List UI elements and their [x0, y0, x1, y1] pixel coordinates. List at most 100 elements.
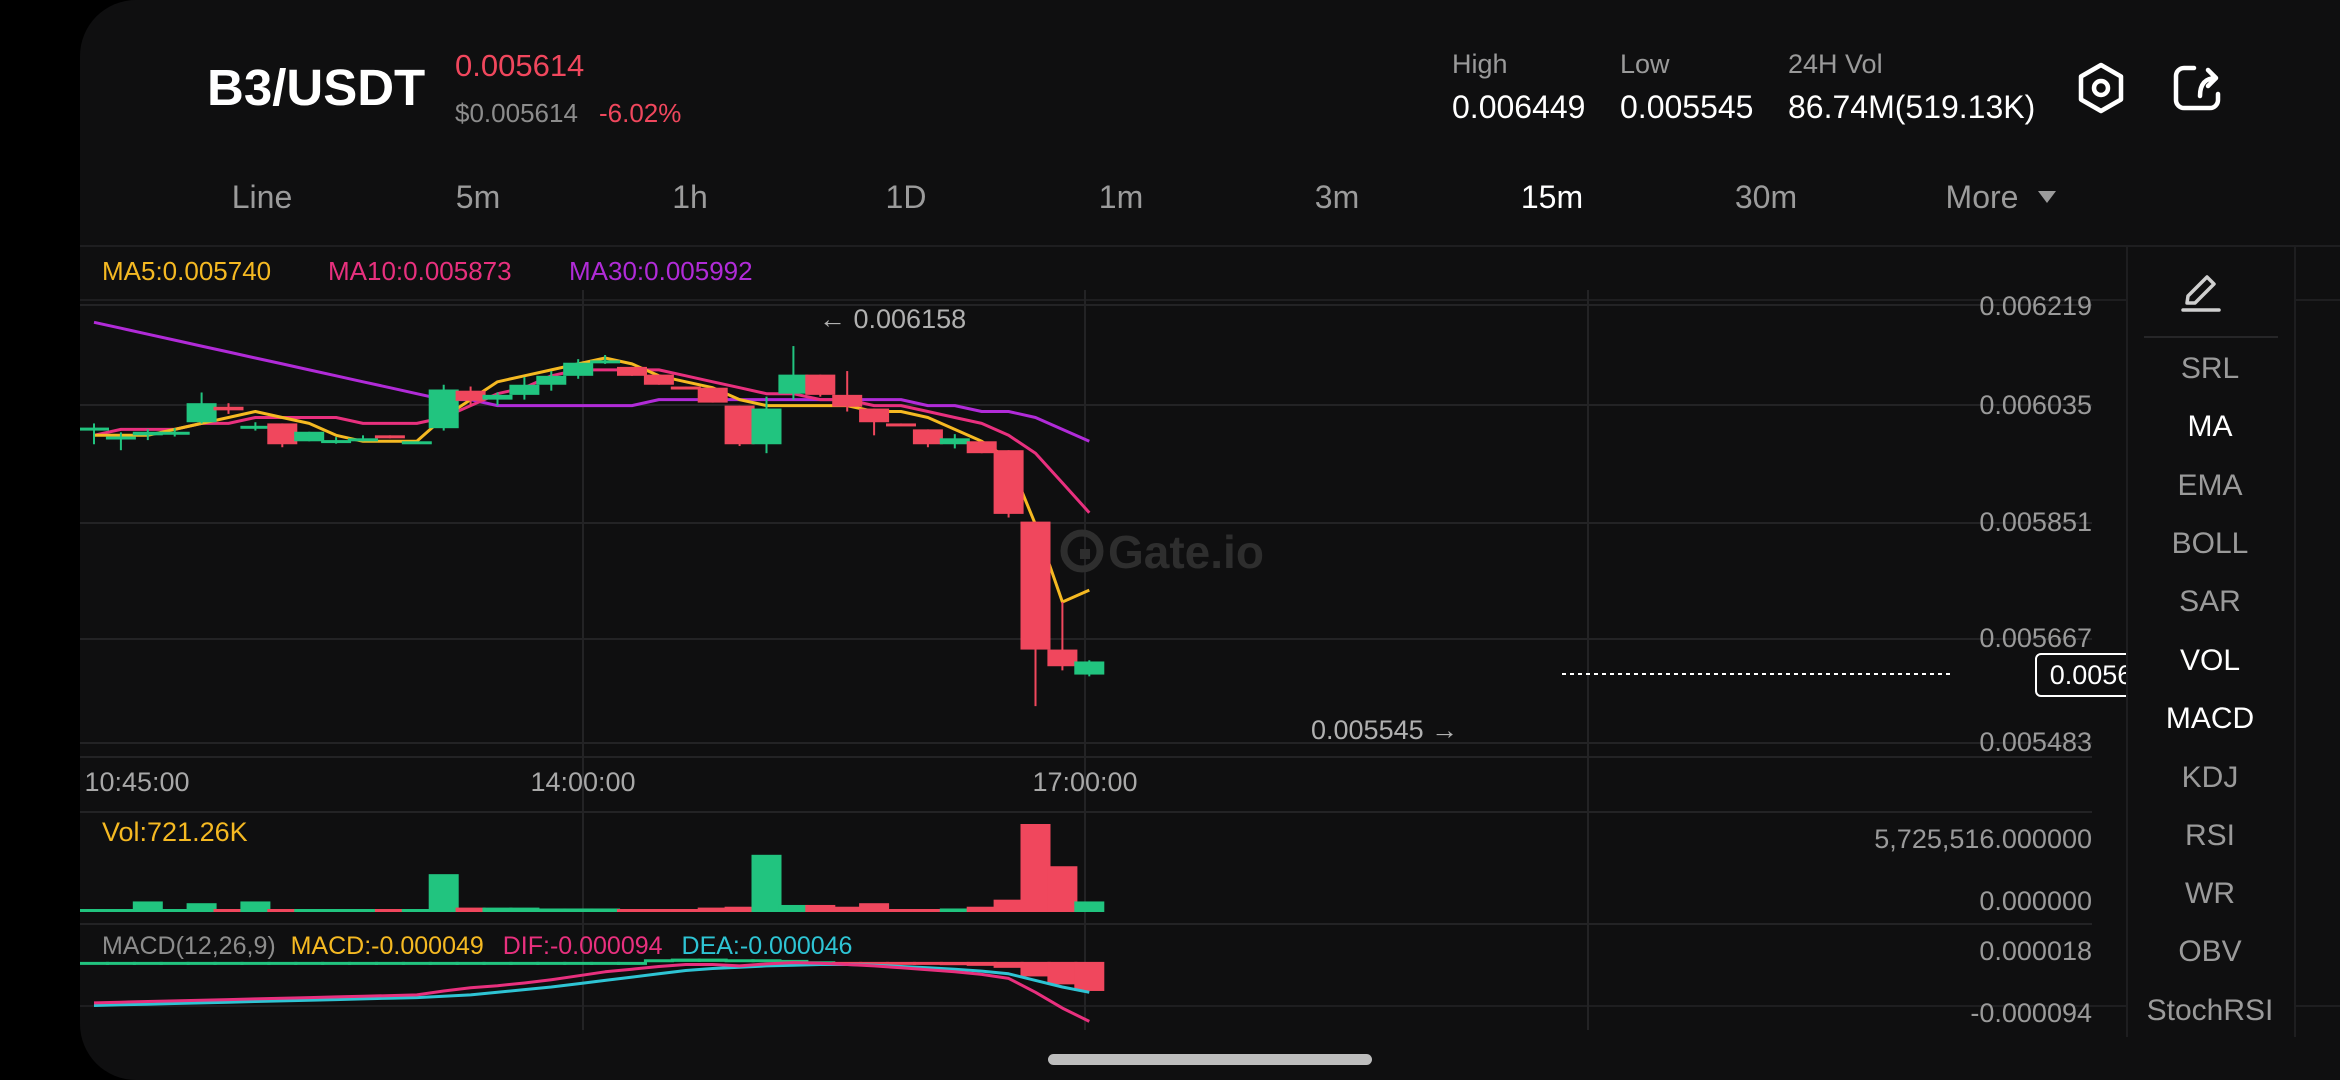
macd-bar — [670, 958, 701, 962]
y-label: 0.006219 — [1979, 291, 2092, 321]
share-icon[interactable] — [2170, 60, 2226, 116]
macd-bar — [509, 961, 540, 965]
volume-bar — [966, 906, 997, 912]
indicator-srl[interactable]: SRL — [2180, 352, 2240, 385]
tab-15m[interactable]: 15m — [1520, 179, 1584, 215]
indicator-stochrsi[interactable]: StochRSI — [2146, 994, 2274, 1027]
ma5-legend: MA5:0.005740 — [102, 256, 272, 286]
tab-1m[interactable]: 1m — [1098, 179, 1144, 215]
tab-3m[interactable]: 3m — [1314, 179, 1360, 215]
macd-bar — [294, 961, 325, 965]
pair-title[interactable]: B3/USDT — [207, 59, 426, 116]
volume-bar — [670, 909, 701, 912]
indicator-wr[interactable]: WR — [2185, 877, 2235, 910]
candle-body — [267, 423, 298, 445]
candle-body — [617, 366, 647, 376]
volume-bar — [912, 909, 943, 912]
macd-y-max: 0.000018 — [1979, 936, 2092, 966]
macd-histogram — [80, 958, 1105, 991]
volume-bar — [724, 906, 755, 912]
macd-bar — [482, 961, 513, 965]
vol-value: 86.74M(519.13K) — [1788, 89, 2036, 125]
candle-body — [939, 438, 970, 445]
tab-1h[interactable]: 1h — [672, 179, 708, 215]
macd-bar — [213, 961, 244, 965]
volume-bar — [509, 907, 540, 912]
candle-body — [401, 441, 432, 445]
candle-body — [590, 360, 621, 364]
volume-bar — [886, 909, 916, 912]
y-label: 0.005483 — [1979, 727, 2092, 757]
macd-bar — [105, 961, 136, 965]
macd-bar — [697, 958, 728, 962]
tab-30m[interactable]: 30m — [1734, 179, 1798, 215]
tab-5m[interactable]: 5m — [455, 179, 501, 215]
macd-value: MACD:-0.000049 — [290, 932, 484, 960]
high-value: 0.006449 — [1452, 89, 1586, 125]
volume-bar — [374, 909, 405, 912]
ma30-line — [93, 320, 1090, 443]
watermark-text: Gate.io — [1108, 526, 1264, 578]
candle-body — [132, 431, 163, 436]
volume-bar — [159, 909, 190, 912]
price-chart[interactable]: Gate.io — [80, 0, 2340, 1080]
candle-body — [751, 408, 782, 445]
macd-bar — [80, 961, 109, 965]
low-marker: 0.005545 → — [1311, 715, 1459, 745]
volume-bar — [294, 909, 325, 912]
indicator-obv[interactable]: OBV — [2178, 935, 2242, 968]
candle-body — [805, 374, 836, 395]
indicator-vol[interactable]: VOL — [2179, 644, 2241, 677]
tab-line[interactable]: Line — [231, 179, 293, 215]
macd-bar — [240, 961, 271, 965]
candle-body — [1020, 521, 1051, 650]
volume-bar — [213, 909, 244, 912]
indicator-sar[interactable]: SAR — [2179, 585, 2241, 618]
indicator-kdj[interactable]: KDJ — [2181, 761, 2239, 794]
chevron-down-icon[interactable] — [2037, 190, 2057, 209]
macd-bar — [912, 961, 943, 965]
indicator-ema[interactable]: EMA — [2177, 469, 2243, 502]
volume-bar — [105, 909, 136, 912]
macd-bar — [536, 961, 567, 965]
volume-bar — [482, 907, 513, 912]
indicator-boll[interactable]: BOLL — [2171, 527, 2249, 560]
ma10-legend: MA10:0.005873 — [328, 256, 512, 286]
trading-screen: B3/USDT 0.005614 $0.005614 -6.02% High 0… — [80, 0, 2340, 1080]
hexagon-settings-icon[interactable] — [2073, 60, 2129, 116]
tab-more[interactable]: More — [1945, 179, 2019, 215]
candles — [80, 346, 1105, 707]
candle-body — [832, 394, 863, 407]
volume-bar — [939, 908, 970, 912]
volume-bar — [321, 909, 352, 912]
candle-body — [240, 425, 271, 429]
indicator-rsi[interactable]: RSI — [2184, 819, 2235, 852]
macd-bar — [1020, 961, 1051, 977]
candle-body — [374, 435, 405, 439]
macd-bar — [401, 961, 432, 965]
home-indicator[interactable] — [1048, 1054, 1372, 1065]
candle-body — [294, 431, 325, 442]
candle-body — [536, 375, 567, 385]
volume-bar — [348, 909, 378, 912]
volume-bar — [805, 904, 836, 912]
macd-params: MACD(12,26,9) — [102, 932, 276, 960]
volume-bar — [401, 909, 432, 912]
volume-bar — [617, 909, 647, 912]
candle-body — [213, 406, 244, 411]
volume-bar — [80, 909, 109, 912]
candle-body — [697, 387, 728, 403]
pencil-icon[interactable] — [2179, 269, 2223, 318]
volume-bar — [267, 909, 298, 912]
indicator-ma[interactable]: MA — [2187, 410, 2233, 443]
dif-value: DIF:-0.000094 — [502, 932, 663, 960]
volume-bar — [590, 908, 621, 912]
ma5-line — [94, 356, 1090, 604]
macd-bar — [993, 961, 1024, 968]
candle-body — [966, 441, 997, 454]
ma30-legend: MA30:0.005992 — [569, 256, 753, 286]
indicator-macd[interactable]: MACD — [2165, 702, 2255, 735]
volume-bar — [240, 901, 271, 912]
tab-1d[interactable]: 1D — [885, 179, 927, 215]
macd-bar — [132, 961, 163, 965]
